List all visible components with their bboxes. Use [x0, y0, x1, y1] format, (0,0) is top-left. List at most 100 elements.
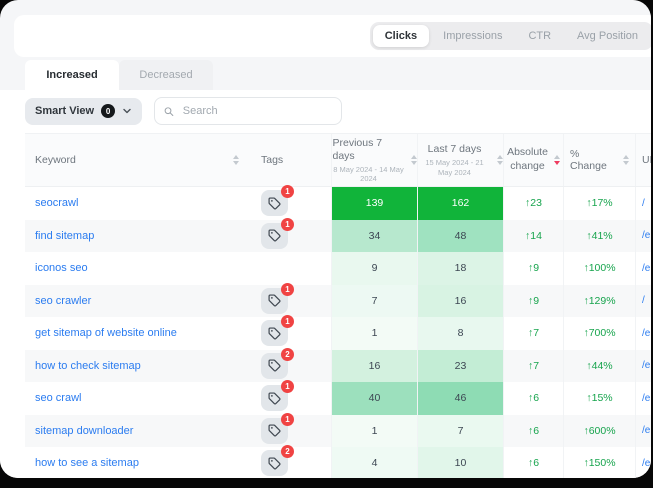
keyword-link[interactable]: seocrawl	[35, 197, 78, 209]
keyword-link[interactable]: seo crawl	[35, 392, 81, 404]
table-body: seocrawl 1 139 162 ↑23 ↑17% / find sitem…	[25, 187, 651, 478]
tag-icon	[268, 197, 281, 210]
absolute-change-cell: ↑9	[503, 252, 563, 285]
last-value-cell: 48	[417, 220, 503, 253]
pct-change-cell: ↑41%	[563, 220, 635, 253]
search-icon	[164, 106, 174, 117]
sort-pct-change[interactable]	[623, 155, 629, 165]
table-row: get sitemap of website online 1 1 8 ↑7 ↑…	[25, 317, 651, 350]
column-date-range: 8 May 2024 - 14 May 2024	[333, 165, 405, 184]
url-link[interactable]: /en	[642, 360, 651, 371]
column-label: Keyword	[35, 154, 76, 166]
search-input[interactable]	[181, 104, 332, 118]
pct-change-cell: ↑17%	[563, 187, 635, 220]
url-link[interactable]: /	[642, 295, 645, 306]
sort-last[interactable]	[497, 155, 503, 165]
url-link[interactable]: /en	[642, 425, 651, 436]
app-window: Clicks Impressions CTR Avg Position Incr…	[0, 0, 651, 478]
keyword-link[interactable]: sitemap downloader	[35, 425, 133, 437]
tag-icon	[268, 359, 281, 372]
previous-value-cell: 1	[331, 415, 417, 448]
sort-absolute-change[interactable]	[554, 155, 560, 165]
absolute-change-cell: ↑7	[503, 317, 563, 350]
external-link-icon[interactable]	[649, 296, 651, 306]
last-value-cell: 16	[417, 285, 503, 318]
tag-button[interactable]: 1	[261, 385, 288, 411]
last-value-cell: 46	[417, 382, 503, 415]
keyword-link[interactable]: how to check sitemap	[35, 360, 141, 372]
metric-tab-clicks[interactable]: Clicks	[373, 25, 429, 47]
tag-icon	[268, 294, 281, 307]
tag-button[interactable]: 1	[261, 190, 288, 216]
sort-previous[interactable]	[411, 155, 417, 165]
tag-count-badge: 1	[281, 218, 294, 231]
direction-tabs: Increased Decreased	[25, 60, 213, 90]
last-value-cell: 10	[417, 447, 503, 478]
table-row: how to see a sitemap 2 4 10 ↑6 ↑150% /en	[25, 447, 651, 478]
filter-controls: Smart View 0	[25, 97, 342, 125]
tag-button[interactable]: 2	[261, 353, 288, 379]
column-label: Tags	[261, 154, 283, 166]
content-panel: Smart View 0 Keyword Tags Previous 7 day	[0, 90, 651, 478]
chevron-down-icon	[122, 106, 132, 116]
pct-change-cell: ↑700%	[563, 317, 635, 350]
url-link[interactable]: /em	[642, 263, 651, 274]
tag-icon	[268, 327, 281, 340]
tag-count-badge: 1	[281, 185, 294, 198]
keyword-link[interactable]: find sitemap	[35, 230, 94, 242]
previous-value-cell: 40	[331, 382, 417, 415]
keyword-link[interactable]: how to see a sitemap	[35, 457, 139, 469]
tag-icon	[268, 424, 281, 437]
last-value-cell: 23	[417, 350, 503, 383]
tag-icon	[268, 229, 281, 242]
url-link[interactable]: /	[642, 198, 645, 209]
external-link-icon[interactable]	[649, 198, 651, 208]
keyword-link[interactable]: seo crawler	[35, 295, 91, 307]
absolute-change-cell: ↑14	[503, 220, 563, 253]
column-header-previous: Previous 7 days8 May 2024 - 14 May 2024	[331, 134, 417, 186]
previous-value-cell: 7	[331, 285, 417, 318]
column-header-tags: Tags	[251, 134, 331, 186]
tag-button[interactable]: 1	[261, 223, 288, 249]
column-label: Last 7 days	[428, 143, 482, 156]
metric-tab-impressions[interactable]: Impressions	[431, 25, 514, 47]
previous-value-cell: 4	[331, 447, 417, 478]
tag-button[interactable]: 2	[261, 450, 288, 476]
metric-tab-avg-position[interactable]: Avg Position	[565, 25, 650, 47]
table-row: how to check sitemap 2 16 23 ↑7 ↑44% /en	[25, 350, 651, 383]
tab-increased[interactable]: Increased	[25, 60, 119, 90]
absolute-change-cell: ↑6	[503, 415, 563, 448]
column-date-range: 15 May 2024 - 21 May 2024	[419, 158, 491, 177]
column-header-pct-change: % Change	[563, 134, 635, 186]
pct-change-cell: ↑600%	[563, 415, 635, 448]
absolute-change-cell: ↑9	[503, 285, 563, 318]
url-link[interactable]: /en	[642, 328, 651, 339]
keywords-table: Keyword Tags Previous 7 days8 May 2024 -…	[25, 133, 651, 478]
column-label: URL	[642, 154, 651, 166]
tag-button[interactable]: 1	[261, 320, 288, 346]
keyword-link[interactable]: iconos seo	[35, 262, 88, 274]
absolute-change-cell: ↑6	[503, 447, 563, 478]
tag-button[interactable]: 1	[261, 288, 288, 314]
column-label: % Change	[570, 148, 617, 172]
column-header-keyword: Keyword	[25, 134, 251, 186]
column-label: Absolute change	[507, 146, 548, 173]
keyword-link[interactable]: get sitemap of website online	[35, 327, 177, 339]
table-row: seo crawler 1 7 16 ↑9 ↑129% /	[25, 285, 651, 318]
url-link[interactable]: /en	[642, 393, 651, 404]
tab-decreased[interactable]: Decreased	[119, 60, 213, 90]
metric-tab-ctr[interactable]: CTR	[516, 25, 563, 47]
search-box	[154, 97, 342, 125]
last-value-cell: 7	[417, 415, 503, 448]
url-link[interactable]: /en	[642, 458, 651, 469]
tag-count-badge: 2	[281, 445, 294, 458]
url-link[interactable]: /en	[642, 230, 651, 241]
sort-keyword[interactable]	[233, 155, 239, 165]
absolute-change-cell: ↑23	[503, 187, 563, 220]
table-row: seocrawl 1 139 162 ↑23 ↑17% /	[25, 187, 651, 220]
top-toolbar: Clicks Impressions CTR Avg Position	[14, 15, 651, 57]
absolute-change-cell: ↑7	[503, 350, 563, 383]
smart-view-dropdown[interactable]: Smart View 0	[25, 98, 142, 125]
last-value-cell: 18	[417, 252, 503, 285]
tag-button[interactable]: 1	[261, 418, 288, 444]
